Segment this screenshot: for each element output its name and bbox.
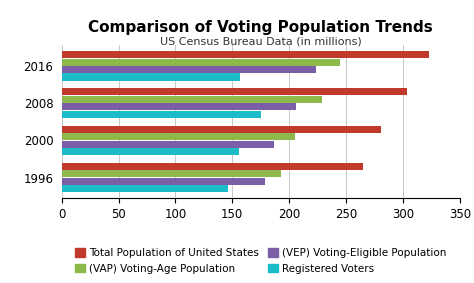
Bar xyxy=(62,88,408,95)
Bar xyxy=(62,126,381,133)
Bar xyxy=(62,96,322,103)
Bar xyxy=(62,148,239,155)
Bar xyxy=(62,59,340,66)
Bar xyxy=(62,170,281,177)
Bar xyxy=(62,111,261,118)
Legend: Total Population of United States, (VAP) Voting-Age Population, (VEP) Voting-Eli: Total Population of United States, (VAP)… xyxy=(71,244,451,278)
Bar xyxy=(62,141,274,148)
Bar xyxy=(62,163,363,170)
Bar xyxy=(62,178,265,185)
Bar xyxy=(62,103,296,110)
Bar xyxy=(62,185,228,192)
Bar xyxy=(62,73,240,80)
Bar xyxy=(62,66,317,73)
Bar xyxy=(62,51,429,58)
Text: Comparison of Voting Population Trends: Comparison of Voting Population Trends xyxy=(88,20,433,35)
Text: US Census Bureau Data (in millions): US Census Bureau Data (in millions) xyxy=(160,37,362,47)
Bar xyxy=(62,133,295,140)
